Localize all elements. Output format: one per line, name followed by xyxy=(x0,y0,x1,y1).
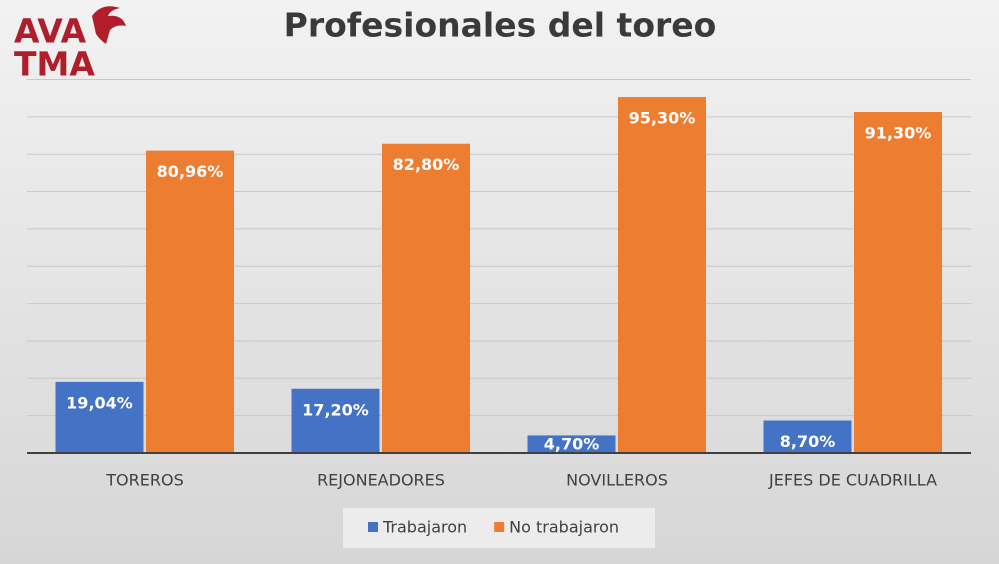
legend-label: No trabajaron xyxy=(509,518,619,537)
bar xyxy=(527,435,616,453)
bar xyxy=(382,143,470,453)
legend-label: Trabajaron xyxy=(382,518,467,537)
bar xyxy=(291,388,380,453)
bar xyxy=(763,420,852,453)
x-tick-label: REJONEADORES xyxy=(317,471,445,490)
value-label: 8,70% xyxy=(780,432,836,451)
logo-bull xyxy=(92,6,126,44)
bar xyxy=(146,150,234,454)
bar xyxy=(854,111,942,453)
x-tick-label: TOREROS xyxy=(105,471,183,490)
value-label: 82,80% xyxy=(393,155,460,174)
value-label: 19,04% xyxy=(66,393,133,412)
value-label: 91,30% xyxy=(865,123,932,142)
logo-text: AVA xyxy=(14,12,87,51)
legend-swatch xyxy=(368,522,378,532)
x-tick-label: JEFES DE CUADRILLA xyxy=(768,471,937,490)
value-label: 80,96% xyxy=(157,162,224,181)
legend-swatch xyxy=(494,522,505,532)
value-label: 4,70% xyxy=(544,435,600,454)
chart-title: Profesionales del toreo xyxy=(284,6,717,45)
value-label: 17,20% xyxy=(302,400,369,419)
bar xyxy=(618,97,706,453)
logo-text: TMA xyxy=(14,45,95,84)
x-tick-label: NOVILLEROS xyxy=(566,471,668,490)
bar xyxy=(55,381,144,453)
value-label: 95,30% xyxy=(629,109,696,128)
